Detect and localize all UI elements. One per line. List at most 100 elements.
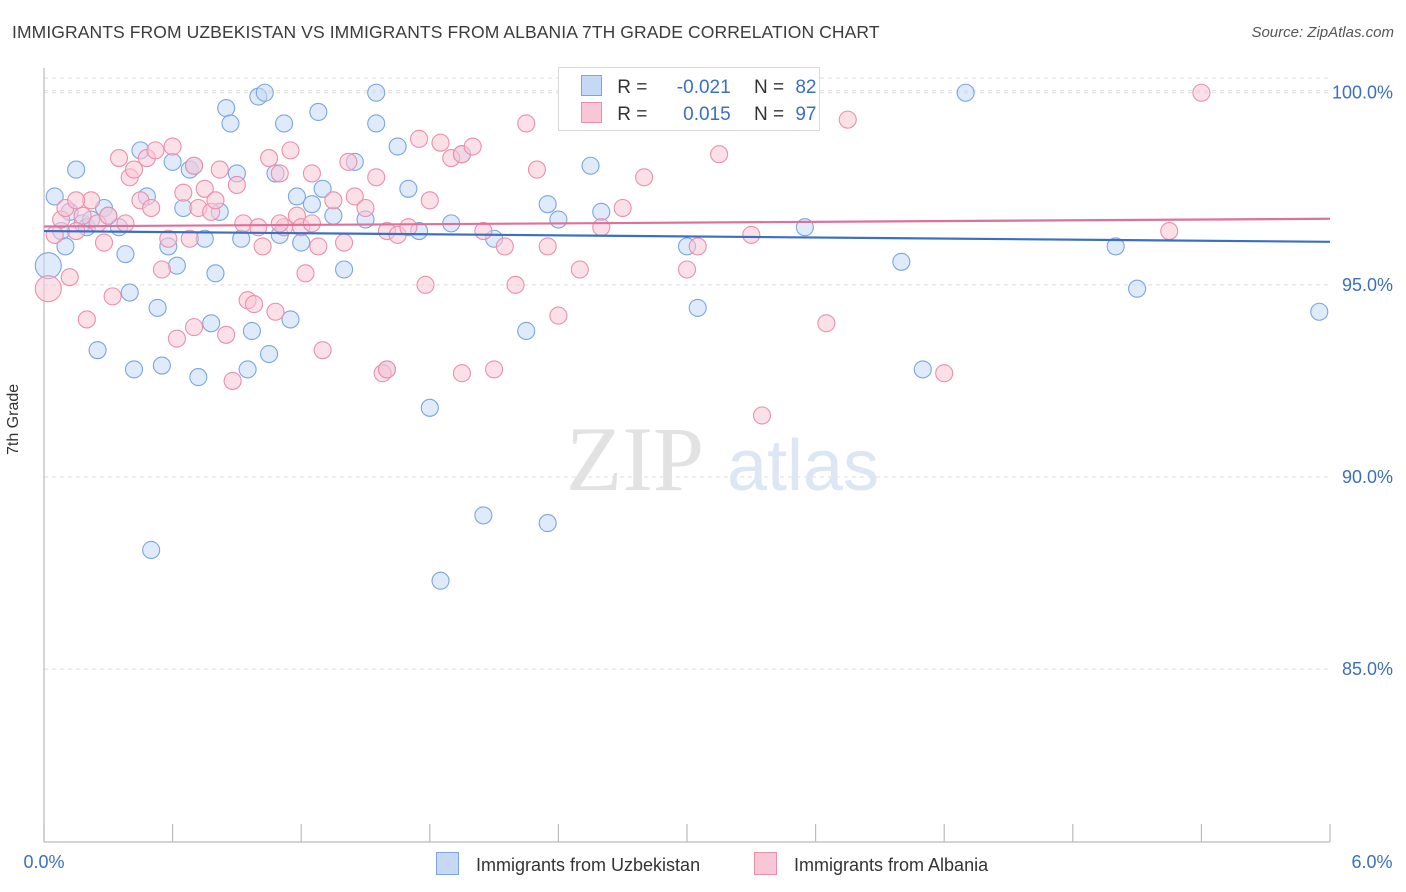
uzbekistan-point [388,137,407,156]
uzbekistan-point [956,83,975,102]
uzbekistan-point [281,310,300,329]
albania-point [109,149,129,168]
uzbekistan-point [124,360,144,379]
uzbekistan-point [399,179,418,198]
albania-point [152,260,171,279]
legend-n-value: 97 [795,104,817,125]
uzbekistan-trend-line [43,229,1331,243]
albania-point [159,229,178,248]
uzbekistan-point [167,256,186,275]
albania-point [688,237,707,256]
albania-point [210,160,229,179]
albania-point [592,218,611,237]
albania-point [73,206,92,225]
uzbekistan-point [217,99,236,118]
albania-point [266,302,285,321]
uzbekistan-point [549,210,568,229]
series-name-uzbekistan: Immigrants from Uzbekistan [476,855,701,875]
legend-r-label: R = [617,104,648,125]
series-legend-uzbekistan: Immigrants from Uzbekistan [436,852,700,876]
albania-point [184,318,204,337]
albania-point [339,152,358,171]
uzbekistan-point [116,245,135,264]
uzbekistan-point [1310,302,1329,321]
albania-point [742,225,761,244]
albania-point [838,110,857,129]
albania-point [1160,222,1179,241]
albania-point [335,233,354,252]
series-swatch-pink [754,852,777,875]
uzbekistan-point [142,540,161,560]
albania-point [60,268,79,287]
legend-swatch-pink [581,102,602,123]
albania-point [416,275,435,294]
uzbekistan-point [206,264,225,283]
uzbekistan-point [238,360,257,379]
legend-n-label: N = [753,77,785,98]
albania-point [180,229,199,248]
watermark-zip: ZIP [566,408,704,510]
albania-point [234,214,253,233]
albania-point [82,191,101,210]
uzbekistan-point [517,321,536,341]
tick-labels: 85.0% 90.0% 95.0% 100.0% 0.0% 6.0% [23,83,1393,872]
uzbekistan-point [88,341,107,360]
y-tick-label: 85.0% [1342,659,1393,679]
watermark-atlas: atlas [727,426,879,506]
albania-point [420,191,439,210]
albania-point [324,191,343,210]
uzbekistan-point [324,206,343,225]
stats-legend: R = -0.021 N = 82 R = 0.015 N = 97 [558,67,820,131]
albania-point [206,191,225,210]
uzbekistan-point [1128,279,1147,298]
chart-title: IMMIGRANTS FROM UZBEKISTAN VS IMMIGRANTS… [12,22,880,42]
series-legend-albania: Immigrants from Albania [754,852,988,876]
albania-point [367,168,386,187]
albania-trend-line [43,217,1331,228]
uzbekistan-point [538,195,557,214]
legend-r-value: 0.015 [683,104,731,125]
albania-point [244,295,264,314]
albania-point [313,341,332,360]
albania-point [270,214,289,233]
uzbekistan-point [892,252,911,271]
uzbekistan-point [309,102,328,122]
series-swatch-blue [436,852,459,875]
albania-point [296,264,315,283]
albania-point [146,141,165,160]
albania-point [752,406,772,425]
albania-point [67,191,86,210]
albania-point [163,137,182,156]
uzbekistan-point [292,233,311,252]
uzbekistan-point [581,156,600,175]
uzbekistan-point [67,160,86,179]
albania-point [517,114,536,133]
legend-n-label: N = [753,104,785,125]
uzbekistan-point [302,195,321,214]
albania-point [635,168,654,187]
albania-point [167,329,186,348]
uzbekistan-point [688,298,707,317]
legend-r-label: R = [617,77,648,98]
albania-point [227,175,246,195]
albania-point [253,237,272,256]
albania-point [549,306,568,325]
albania-point [195,179,214,198]
albania-point [463,137,482,156]
uzbekistan-point [174,198,193,218]
uzbekistan-point [259,344,279,364]
uzbekistan-point [34,252,62,280]
uzbekistan-point [275,114,294,133]
uzbekistan-point [287,187,306,206]
uzbekistan-point [202,314,221,333]
albania-point [94,233,114,252]
albania-point [570,260,589,279]
albania-point [302,164,321,183]
albania-point [99,206,118,225]
uzbekistan-point [221,114,240,133]
legend-n-value: 82 [795,77,817,98]
albania-point [431,133,450,152]
albania-point [817,314,836,333]
albania-point [538,237,557,256]
y-tick-label: 95.0% [1342,275,1393,295]
